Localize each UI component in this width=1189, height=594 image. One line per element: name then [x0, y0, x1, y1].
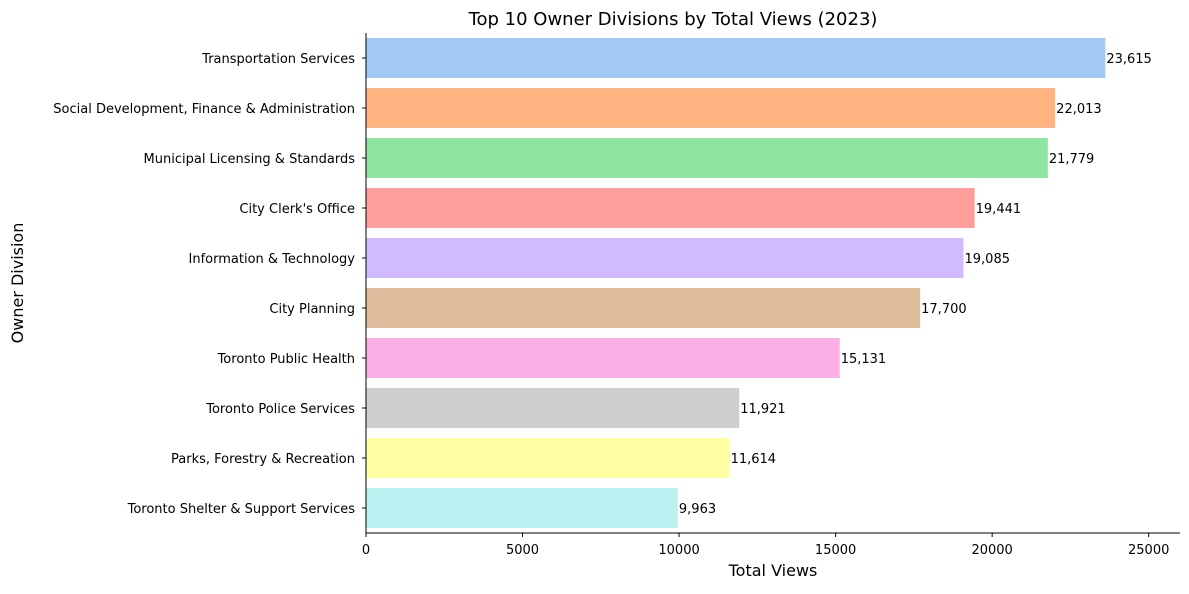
x-tick-label: 15000: [815, 543, 856, 558]
axes-layer: Transportation Services Social Developmen…: [53, 33, 1180, 558]
bar: [366, 238, 964, 278]
bar-value-label: 19,085: [965, 252, 1011, 267]
y-tick-label: Parks, Forestry & Recreation: [171, 452, 355, 467]
bar: [366, 488, 678, 528]
y-tick-label: Municipal Licensing & Standards: [144, 152, 356, 167]
y-tick-label: Transportation Services: [201, 52, 355, 67]
y-tick-label: Information & Technology: [189, 252, 356, 267]
bar-value-label: 11,614: [731, 452, 777, 467]
bars-layer: 23,615 22,013 21,779 19,441 19,085 17,700 15,1…: [366, 38, 1152, 528]
bar: [366, 38, 1106, 78]
y-tick-label: Toronto Shelter & Support Services: [127, 502, 356, 517]
bar: [366, 88, 1056, 128]
x-tick-label: 5000: [506, 543, 539, 558]
bar-value-label: 23,615: [1106, 52, 1152, 67]
chart-title: Top 10 Owner Divisions by Total Views (2…: [468, 9, 878, 30]
bar: [366, 288, 921, 328]
bar: [366, 188, 975, 228]
y-tick-label: Toronto Police Services: [205, 402, 355, 417]
x-axis-label: Total Views: [728, 561, 818, 580]
x-tick-label: 10000: [658, 543, 699, 558]
x-tick-label: 20000: [971, 543, 1012, 558]
bar-value-label: 21,779: [1049, 152, 1095, 167]
x-tick-label: 25000: [1128, 543, 1169, 558]
bar-value-label: 17,700: [921, 302, 967, 317]
y-tick-label: Toronto Public Health: [217, 352, 355, 367]
bar: [366, 388, 740, 428]
bar-value-label: 19,441: [976, 202, 1022, 217]
bar: [366, 438, 730, 478]
y-tick-label: City Planning: [269, 302, 355, 317]
bar-value-label: 22,013: [1056, 102, 1102, 117]
x-tick-label: 0: [362, 543, 370, 558]
bar-value-label: 15,131: [841, 352, 887, 367]
bar: [366, 338, 840, 378]
y-axis-label: Owner Division: [8, 223, 27, 344]
bar-value-label: 9,963: [679, 502, 716, 517]
bar: [366, 138, 1048, 178]
y-tick-label: Social Development, Finance & Administra…: [53, 102, 355, 117]
bar-value-label: 11,921: [740, 402, 786, 417]
y-tick-label: City Clerk's Office: [239, 202, 355, 217]
